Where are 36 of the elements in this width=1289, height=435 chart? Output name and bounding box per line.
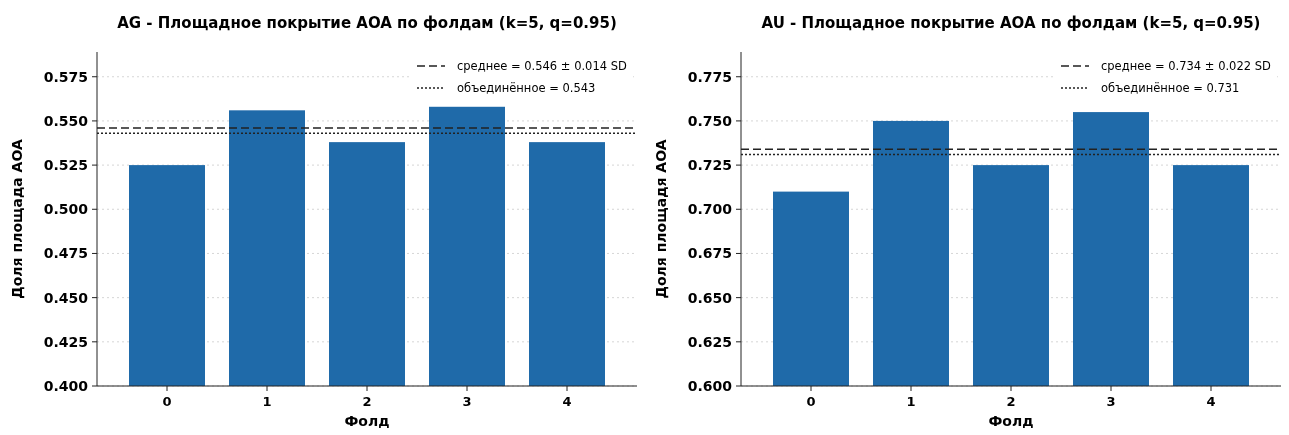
legend-label: объединённое = 0.543 — [457, 81, 596, 96]
y-tick-label: 0.450 — [43, 289, 89, 306]
y-tick-label: 0.750 — [687, 112, 733, 129]
x-tick-label: 3 — [1106, 394, 1116, 409]
y-axis-title: Доля площадя AOA — [653, 139, 669, 299]
y-tick-label: 0.650 — [687, 289, 733, 306]
y-tick-label: 0.425 — [43, 333, 88, 350]
y-axis-title: Доля площада AOA — [9, 139, 25, 299]
y-tick-label: 0.550 — [43, 112, 89, 129]
x-axis-title: Фолд — [988, 413, 1034, 429]
x-tick-label: 4 — [562, 394, 572, 409]
y-tick-label: 0.775 — [687, 68, 732, 85]
y-tick-label: 0.500 — [43, 201, 89, 218]
x-tick-label: 1 — [262, 394, 272, 409]
x-tick-label: 3 — [462, 394, 472, 409]
x-tick-label: 4 — [1206, 394, 1216, 409]
y-tick-label: 0.700 — [687, 201, 733, 218]
x-tick-label: 2 — [362, 394, 372, 409]
chart-title: AG - Площадное покрытие AOA по фолдам (k=5, q=0.95) — [117, 14, 617, 32]
x-axis-title: Фолд — [344, 413, 390, 429]
x-tick-label: 2 — [1006, 394, 1016, 409]
y-tick-label: 0.575 — [43, 68, 88, 85]
legend-label: среднее = 0.546 ± 0.014 SD — [457, 59, 628, 74]
y-tick-label: 0.725 — [687, 157, 732, 173]
x-tick-label: 1 — [906, 394, 916, 409]
x-tick-label: 0 — [806, 394, 816, 409]
x-tick-label: 0 — [162, 394, 172, 409]
y-tick-label: 0.625 — [687, 333, 732, 350]
y-tick-label: 0.475 — [43, 245, 88, 262]
y-tick-label: 0.600 — [687, 377, 733, 394]
y-tick-label: 0.525 — [43, 157, 88, 173]
legend-label: среднее = 0.734 ± 0.022 SD — [1101, 59, 1272, 74]
y-tick-label: 0.400 — [43, 377, 89, 394]
chart-title: AU - Площадное покрытие AOA по фолдам (k=5, q=0.95) — [761, 14, 1261, 32]
y-tick-label: 0.675 — [687, 245, 732, 262]
legend-label: объединённое = 0.731 — [1101, 81, 1240, 96]
